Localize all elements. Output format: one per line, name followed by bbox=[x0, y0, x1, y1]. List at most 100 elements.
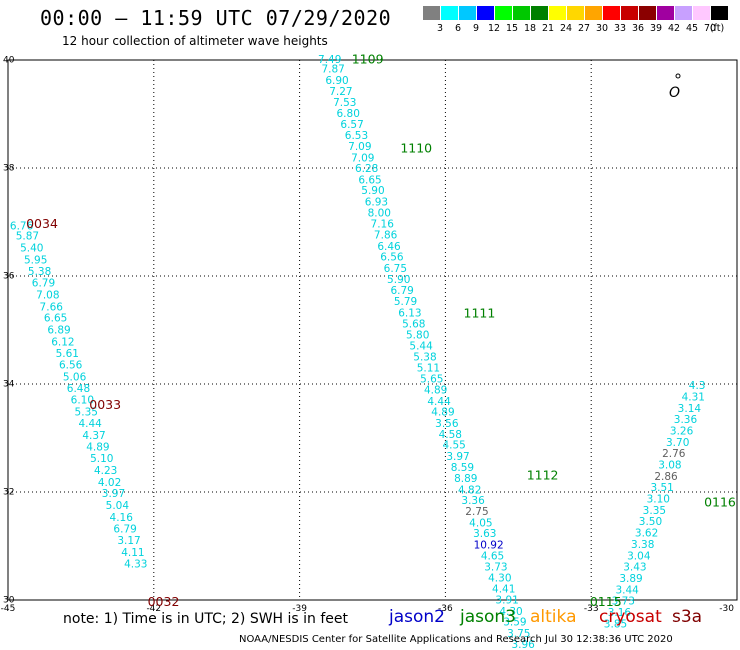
wave-height-value: 6.80 bbox=[337, 108, 360, 120]
wave-height-value: 3.62 bbox=[635, 528, 658, 540]
satellite-legend-cryosat: cryosat bbox=[599, 607, 662, 627]
pass-label: 1111 bbox=[464, 305, 496, 320]
pass-label: 1112 bbox=[527, 467, 559, 482]
wave-height-value: 6.79 bbox=[113, 523, 136, 535]
scale-swatch bbox=[495, 6, 512, 20]
wave-height-value: 4.44 bbox=[78, 418, 102, 430]
lat-tick-label: 32 bbox=[3, 488, 14, 498]
scale-swatch bbox=[441, 6, 458, 20]
pass-label: 0032 bbox=[148, 594, 180, 609]
wave-height-value: 5.35 bbox=[75, 407, 98, 419]
scale-label: 12 bbox=[487, 23, 501, 34]
track: 3.853.163.733.443.893.433.043.383.623.50… bbox=[604, 380, 706, 630]
wave-height-value: 6.12 bbox=[51, 336, 74, 348]
scale-swatch bbox=[711, 6, 728, 20]
wave-height-value: 4.02 bbox=[98, 477, 121, 489]
wave-height-value: 8.89 bbox=[454, 473, 477, 485]
wave-height-value: 7.53 bbox=[333, 97, 356, 109]
wave-height-value: 3.43 bbox=[623, 562, 646, 574]
wave-height-value: 4.89 bbox=[424, 384, 447, 396]
wave-height-value: 6.89 bbox=[47, 325, 70, 337]
satellite-legend-jason3: jason3 bbox=[460, 607, 516, 627]
scale-swatch bbox=[477, 6, 494, 20]
wave-height-value: 6.65 bbox=[44, 313, 67, 325]
scale-label: 39 bbox=[649, 23, 663, 34]
wave-height-value: 5.44 bbox=[409, 341, 433, 353]
wave-height-value: 5.68 bbox=[402, 319, 425, 331]
wave-height-value: 3.56 bbox=[435, 418, 459, 430]
wave-height-value: 3.14 bbox=[678, 403, 702, 415]
scale-swatch bbox=[657, 6, 674, 20]
wave-height-value: 3.16 bbox=[608, 607, 632, 619]
wave-height-value: 6.57 bbox=[340, 119, 363, 131]
wave-height-value: 6.53 bbox=[345, 130, 368, 142]
pass-labels: 0034 0033 0032 1109 1110 1111 1112 0116 0115 bbox=[26, 52, 736, 610]
scale-unit-label: (ft) bbox=[709, 23, 725, 34]
wave-height-value: 3.17 bbox=[117, 535, 140, 547]
wave-height-value: 5.95 bbox=[24, 254, 47, 266]
lon-tick-label: -36 bbox=[438, 604, 453, 614]
wave-height-value: 6.56 bbox=[59, 360, 83, 372]
scale-label: 30 bbox=[595, 23, 609, 34]
wave-height-value: 2.76 bbox=[662, 448, 686, 460]
scale-swatch bbox=[567, 6, 584, 20]
wave-height-value: 7.16 bbox=[371, 219, 395, 231]
wave-height-value: 4.65 bbox=[481, 550, 504, 562]
pass-label: 0116 bbox=[704, 494, 736, 509]
wave-height-value: 4.33 bbox=[124, 558, 147, 570]
wave-height-value: 7.86 bbox=[374, 230, 398, 242]
wave-height-value: 3.96 bbox=[511, 639, 535, 650]
lat-tick-label: 36 bbox=[3, 272, 15, 282]
pass-label: 1109 bbox=[352, 52, 384, 67]
scale-swatch bbox=[423, 6, 440, 20]
wave-height-value: 7.27 bbox=[329, 86, 352, 98]
satellite-tracks: 6.765.875.405.955.386.797.087.666.656.89… bbox=[10, 54, 706, 650]
scale-label: 18 bbox=[523, 23, 537, 34]
legend-note: note: 1) Time is in UTC; 2) SWH is in fe… bbox=[63, 611, 349, 627]
scale-label: 15 bbox=[505, 23, 519, 34]
wave-height-value: 4.30 bbox=[488, 572, 511, 584]
wave-height-value: 4.05 bbox=[469, 517, 492, 529]
pass-label: 0034 bbox=[26, 216, 58, 231]
latitude-tick-labels: 40 38 36 34 32 30 bbox=[3, 56, 15, 606]
wave-height-value: 7.09 bbox=[348, 141, 371, 153]
wave-height-value: 8.00 bbox=[368, 207, 391, 219]
scale-label: 33 bbox=[613, 23, 627, 34]
wave-height-value: 6.76 bbox=[10, 220, 34, 232]
wave-height-value: 4.16 bbox=[110, 512, 134, 524]
scale-swatch bbox=[585, 6, 602, 20]
wave-height-value: 4.11 bbox=[121, 547, 144, 559]
wave-height-value: 6.79 bbox=[390, 285, 413, 297]
scale-swatch bbox=[603, 6, 620, 20]
wave-height-value: 7.87 bbox=[321, 64, 344, 76]
wave-height-value: 3.73 bbox=[612, 596, 635, 608]
wave-height-value: 4.31 bbox=[682, 392, 705, 404]
lat-tick-label: 38 bbox=[3, 164, 15, 174]
pass-label: 0115 bbox=[590, 594, 622, 609]
wave-height-value: 5.79 bbox=[394, 296, 417, 308]
scale-swatch bbox=[675, 6, 692, 20]
satellite-legend-jason2: jason2 bbox=[389, 607, 445, 627]
lat-tick-label: 34 bbox=[3, 380, 15, 390]
wave-height-value: 3.73 bbox=[484, 562, 507, 574]
wave-height-value: 3.89 bbox=[619, 573, 642, 585]
map-grid bbox=[7, 59, 738, 601]
wave-height-value: 3.59 bbox=[503, 617, 526, 629]
scale-label: 9 bbox=[472, 23, 480, 34]
wave-height-value: 5.80 bbox=[406, 329, 429, 341]
wave-height-value: 4.37 bbox=[82, 430, 105, 442]
lon-tick-label: -30 bbox=[719, 604, 734, 614]
wave-height-value: 4.82 bbox=[458, 484, 481, 496]
scale-swatch bbox=[531, 6, 548, 20]
wave-height-value: 10.92 bbox=[474, 539, 504, 551]
wave-height-value: 7.08 bbox=[36, 289, 59, 301]
lon-tick-label: -39 bbox=[292, 604, 307, 614]
azores-island: O bbox=[669, 73, 681, 101]
lon-tick-label: -33 bbox=[584, 604, 599, 614]
wave-height-value: 3.97 bbox=[446, 451, 469, 463]
wave-height-value: 6.46 bbox=[377, 241, 401, 253]
wave-height-value: 6.79 bbox=[32, 278, 55, 290]
scale-swatch bbox=[549, 6, 566, 20]
wave-height-value: 5.11 bbox=[417, 362, 440, 374]
